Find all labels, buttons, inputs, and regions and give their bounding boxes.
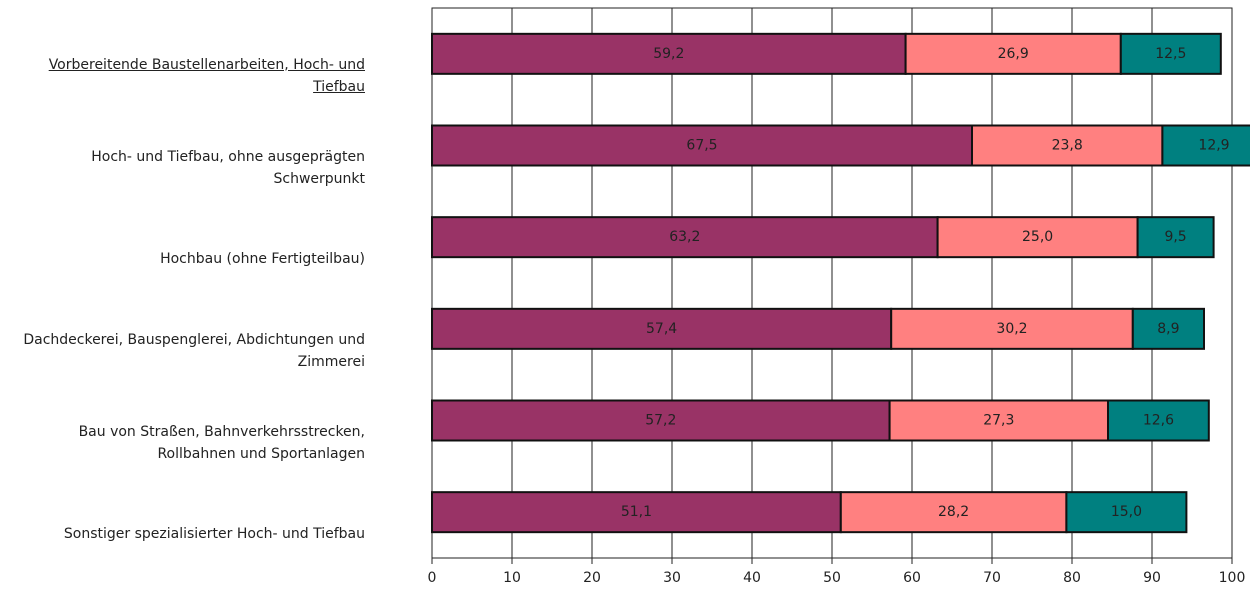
- value-label: 57,4: [646, 321, 677, 337]
- x-tick-label: 20: [583, 570, 601, 586]
- bar-segment: [890, 307, 1134, 350]
- bar-segment: [431, 32, 907, 75]
- x-tick-label: 90: [1143, 570, 1161, 586]
- value-label: 67,5: [686, 138, 717, 154]
- bar-segment: [904, 32, 1122, 75]
- value-label: 12,5: [1155, 46, 1186, 62]
- x-tick-label: 10: [503, 570, 521, 586]
- value-label: 26,9: [998, 46, 1029, 62]
- x-tick-label: 40: [743, 570, 761, 586]
- value-label: 59,2: [653, 46, 684, 62]
- bar-segment: [1136, 216, 1215, 259]
- value-label: 30,2: [996, 321, 1027, 337]
- bar-segment: [936, 216, 1139, 259]
- value-label: 15,0: [1111, 504, 1142, 520]
- bar-segment: [1119, 32, 1222, 75]
- value-label: 27,3: [983, 413, 1014, 429]
- category-label: Sonstiger spezialisierter Hoch- und Tief…: [63, 526, 365, 543]
- bar-segment: [431, 399, 891, 442]
- bar-segment: [1131, 307, 1206, 350]
- category-label: Vorbereitende Baustellenarbeiten, Hoch- …: [48, 56, 365, 95]
- x-tick-label: 0: [428, 570, 437, 586]
- value-label: 51,1: [621, 504, 652, 520]
- category-label: Dachdeckerei, Bauspenglerei, Abdichtunge…: [23, 331, 365, 370]
- value-label: 57,2: [645, 413, 676, 429]
- x-tick-label: 70: [983, 570, 1001, 586]
- bar-segment: [1107, 399, 1210, 442]
- value-label: 12,6: [1143, 413, 1174, 429]
- category-label: Bau von Straßen, Bahnverkehrsstrecken, R…: [78, 423, 365, 462]
- value-label: 63,2: [669, 229, 700, 245]
- value-label: 25,0: [1022, 229, 1053, 245]
- bar-segment: [839, 491, 1068, 534]
- value-label: 9,5: [1164, 229, 1186, 245]
- bar-segment: [971, 124, 1164, 167]
- bar-segment: [431, 216, 939, 259]
- value-label: 12,9: [1198, 138, 1229, 154]
- value-label: 23,8: [1052, 138, 1083, 154]
- bar-segment: [1161, 124, 1250, 167]
- category-label: Hoch- und Tiefbau, ohne ausgeprägten Sch…: [91, 148, 365, 187]
- x-tick-label: 50: [823, 570, 841, 586]
- x-tick-label: 80: [1063, 570, 1081, 586]
- x-tick-label: 30: [663, 570, 681, 586]
- bar-segment: [431, 124, 973, 167]
- bar-segment: [1065, 491, 1188, 534]
- bar-segment: [431, 491, 842, 534]
- x-tick-label: 60: [903, 570, 921, 586]
- value-label: 28,2: [938, 504, 969, 520]
- value-label: 8,9: [1157, 321, 1179, 337]
- bar-segment: [431, 307, 893, 350]
- x-tick-label: 100: [1219, 570, 1246, 586]
- bar-segment: [888, 399, 1109, 442]
- category-label: Hochbau (ohne Fertigteilbau): [160, 251, 365, 268]
- plot-border: [431, 7, 1233, 559]
